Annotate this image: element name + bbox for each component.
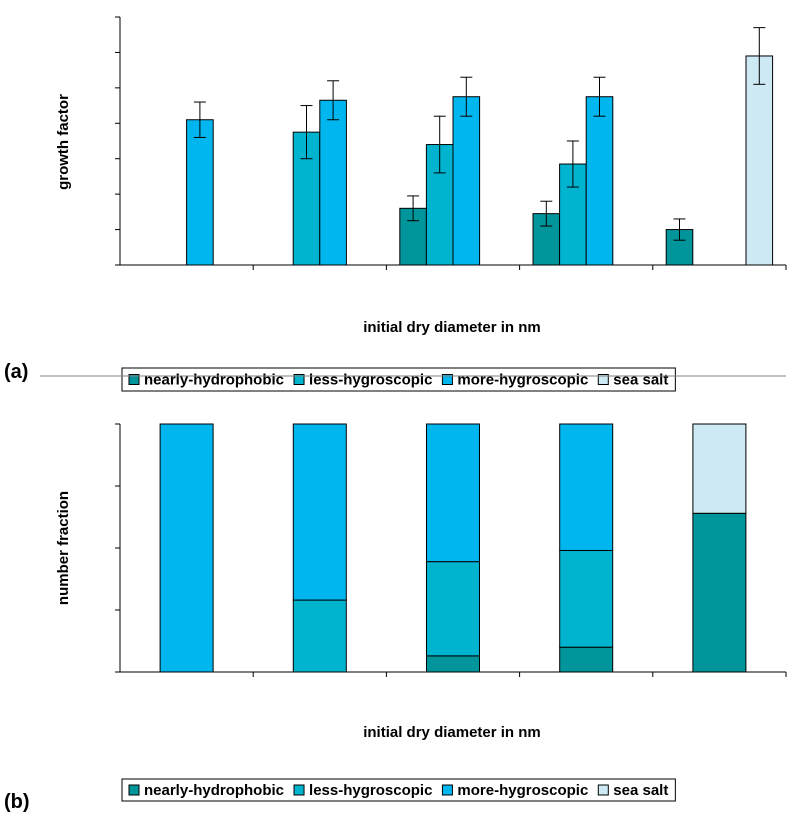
panel-a-bar-more-hygroscopic	[319, 99, 347, 266]
panel-b-bar-more-hygroscopic	[159, 423, 214, 673]
panel-b-bar-more-hygroscopic	[559, 423, 614, 551]
panel-b-bar-less-hygroscopic	[559, 549, 614, 648]
panel-a-bar-more-hygroscopic	[186, 119, 214, 266]
panel-b-number-fraction-chart: number fraction initial dry diameter in …	[4, 423, 787, 813]
panel-b-bar-less-hygroscopic	[426, 561, 480, 657]
legend-label-sea-salt: sea salt	[613, 782, 668, 799]
panel-b-legend: nearly-hydrophobic less-hygroscopic more-h…	[121, 778, 676, 802]
legend-label-sea-salt: sea salt	[613, 372, 668, 389]
panel-b-bar-more-hygroscopic	[292, 423, 347, 601]
panel-a-x-axis-label: initial dry diameter in nm	[363, 319, 541, 336]
legend-frame	[121, 778, 676, 802]
panel-a-bar-more-hygroscopic	[452, 96, 481, 266]
panel-a-bar-more-hygroscopic	[585, 96, 614, 266]
panel-b-bar-less-hygroscopic	[292, 599, 347, 673]
panel-b-y-axis-label: number fraction	[55, 491, 72, 605]
legend-swatch-less-hygroscopic	[293, 784, 305, 796]
panel-a-label: (a)	[4, 361, 28, 383]
legend-label-more-hygroscopic: more-hygroscopic	[457, 372, 588, 389]
legend-swatch-nearly-hydrophobic	[128, 374, 140, 385]
panel-b-bar-nearly-hydrophobic	[559, 646, 614, 673]
legend-label-nearly-hydrophobic: nearly-hydrophobic	[144, 782, 284, 799]
legend-swatch-sea-salt	[597, 374, 609, 385]
legend-label-more-hygroscopic: more-hygroscopic	[457, 782, 588, 799]
legend-swatch-more-hygroscopic	[441, 374, 453, 385]
legend-frame	[121, 367, 676, 392]
legend-swatch-more-hygroscopic	[441, 784, 453, 796]
panel-a-legend: nearly-hydrophobic less-hygroscopic more-h…	[121, 367, 676, 392]
panel-b-x-axis-label: initial dry diameter in nm	[363, 724, 541, 741]
panel-a-bar-nearly-hydrophobic	[399, 207, 427, 266]
panel-b-bar-nearly-hydrophobic	[692, 512, 747, 673]
legend-label-nearly-hydrophobic: nearly-hydrophobic	[144, 372, 284, 389]
legend-label-less-hygroscopic: less-hygroscopic	[309, 782, 432, 799]
legend-swatch-less-hygroscopic	[293, 374, 305, 385]
legend-swatch-nearly-hydrophobic	[128, 784, 140, 796]
panel-b-bar-more-hygroscopic	[426, 423, 480, 563]
legend-label-less-hygroscopic: less-hygroscopic	[309, 372, 432, 389]
panel-b-bar-sea-salt	[692, 423, 747, 514]
panel-b-bar-nearly-hydrophobic	[426, 655, 480, 673]
panel-a-growth-factor-chart: growth factor initial dry diameter in nm…	[4, 16, 787, 392]
panel-b-label: (b)	[4, 791, 30, 813]
legend-swatch-sea-salt	[597, 784, 609, 796]
panel-a-bar-sea-salt	[745, 55, 774, 266]
panel-a-y-axis-label: growth factor	[55, 94, 72, 190]
